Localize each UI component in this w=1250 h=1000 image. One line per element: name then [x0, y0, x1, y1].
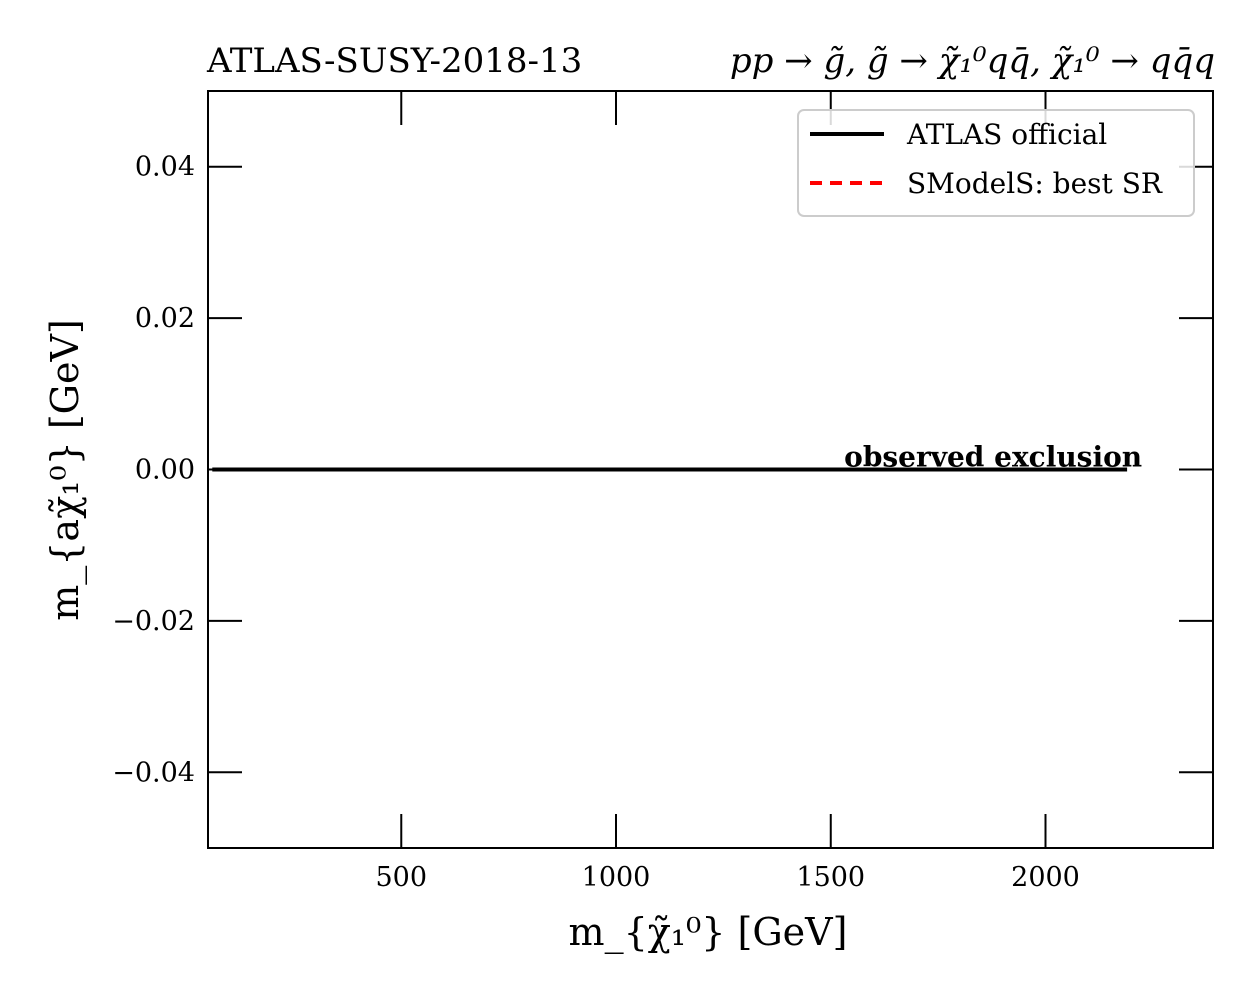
y-tick-label: 0.04 [135, 152, 195, 183]
y-tick-label: 0.00 [135, 455, 195, 486]
plot-area: 500 1000 1500 2000 −0.04 −0.02 0.00 0.02 0.04 obs… [112, 90, 1214, 893]
chart-title-right: pp → g̃, g̃ → χ̃₁⁰qq̄, χ̃₁⁰ → qq̄q [730, 41, 1215, 81]
chart-title-left: ATLAS-SUSY-2018-13 [206, 41, 582, 81]
y-tick-label: −0.04 [112, 757, 195, 788]
x-tick-label: 2000 [1011, 862, 1080, 893]
x-axis-label: m_{χ̃₁⁰} [GeV] [569, 910, 848, 955]
legend: ATLAS official SModelS: best SR [797, 109, 1195, 217]
x-tick-label: 1000 [582, 862, 651, 893]
legend-box [797, 109, 1195, 217]
y-tick-label: −0.02 [112, 606, 195, 637]
legend-label: SModelS: best SR [907, 167, 1163, 200]
legend-label: ATLAS official [906, 118, 1107, 151]
y-tick-label: 0.02 [135, 303, 195, 334]
y-axis-label: m_{aχ̃₁⁰} [GeV] [43, 319, 88, 621]
x-tick-label: 500 [375, 862, 427, 893]
annotation-observed-exclusion: observed exclusion [844, 441, 1142, 474]
x-tick-label: 1500 [796, 862, 865, 893]
